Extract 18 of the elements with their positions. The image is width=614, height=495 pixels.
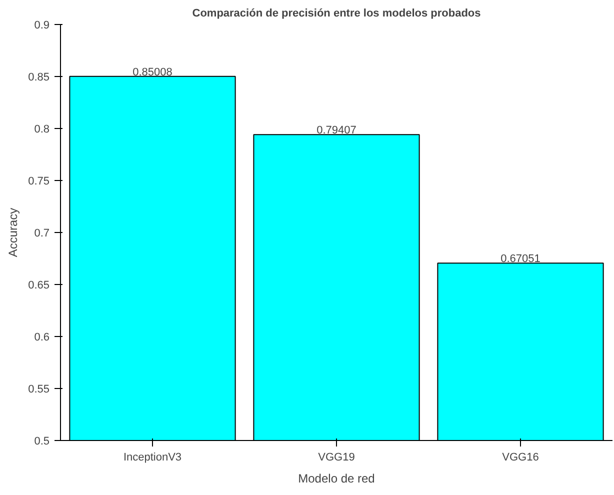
y-tick-label: 0.9 — [34, 20, 50, 32]
data-label: 0.79407 — [316, 124, 356, 137]
x-tick-label: VGG16 — [502, 452, 539, 464]
y-tick-label: 0.75 — [28, 176, 50, 188]
chart-title: Comparación de precisión entre los modelos probados — [192, 8, 481, 20]
y-tick-label: 0.55 — [28, 384, 50, 396]
data-label: 0.85008 — [132, 66, 172, 78]
x-axis-title: Modelo de red — [298, 472, 375, 486]
y-tick-label: 0.8 — [34, 124, 50, 136]
y-axis-title: Accuracy — [6, 208, 20, 258]
x-tick-label: VGG19 — [318, 452, 355, 464]
y-tick-label: 0.6 — [34, 332, 50, 344]
y-tick-label: 0.5 — [34, 436, 50, 448]
x-tick-label: InceptionV3 — [123, 452, 182, 464]
y-tick-label: 0.7 — [34, 228, 50, 240]
y-tick-label: 0.65 — [28, 280, 50, 292]
data-label: 0.67051 — [500, 253, 540, 266]
y-tick-label: 0.85 — [28, 72, 50, 84]
